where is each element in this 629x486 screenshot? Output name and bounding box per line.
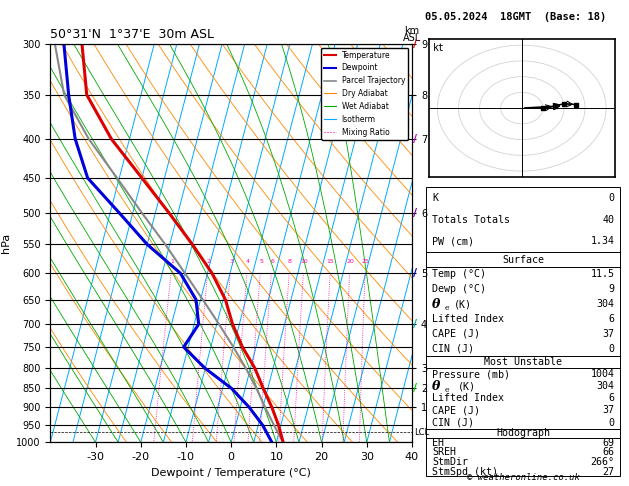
Legend: Temperature, Dewpoint, Parcel Trajectory, Dry Adiabat, Wet Adiabat, Isotherm, Mi: Temperature, Dewpoint, Parcel Trajectory… [321, 48, 408, 139]
X-axis label: Dewpoint / Temperature (°C): Dewpoint / Temperature (°C) [151, 468, 311, 478]
Text: km: km [404, 26, 420, 36]
Text: 4: 4 [246, 260, 250, 264]
Text: Lifted Index: Lifted Index [432, 394, 504, 403]
Text: © weatheronline.co.uk: © weatheronline.co.uk [467, 473, 580, 482]
Text: 1.34: 1.34 [591, 236, 615, 246]
Text: 66: 66 [603, 448, 615, 457]
Text: /: / [413, 383, 417, 394]
Text: 0: 0 [608, 344, 615, 354]
Text: 69: 69 [603, 438, 615, 448]
Text: 3: 3 [230, 260, 233, 264]
Text: SREH: SREH [432, 448, 456, 457]
Text: 266°: 266° [591, 457, 615, 467]
Text: 10: 10 [300, 260, 308, 264]
Text: /: / [413, 319, 417, 329]
Text: 5: 5 [259, 260, 263, 264]
Text: Dewp (°C): Dewp (°C) [432, 284, 486, 295]
Text: 40: 40 [603, 215, 615, 225]
Text: 27: 27 [603, 467, 615, 476]
Text: Surface: Surface [503, 255, 544, 264]
Text: Hodograph: Hodograph [496, 428, 550, 438]
Text: 304: 304 [596, 299, 615, 309]
Text: /: / [413, 39, 417, 49]
Text: Pressure (mb): Pressure (mb) [432, 369, 510, 380]
Text: Temp (°C): Temp (°C) [432, 269, 486, 279]
Text: (K): (K) [457, 382, 476, 391]
Text: 11.5: 11.5 [591, 269, 615, 279]
Y-axis label: hPa: hPa [1, 233, 11, 253]
Text: Lifted Index: Lifted Index [432, 314, 504, 324]
Text: 15: 15 [327, 260, 335, 264]
Text: θ: θ [432, 298, 441, 311]
Text: θ: θ [432, 380, 441, 393]
Text: 50°31'N  1°37'E  30m ASL: 50°31'N 1°37'E 30m ASL [50, 28, 214, 41]
Text: 37: 37 [603, 405, 615, 416]
Text: kt: kt [433, 43, 445, 53]
Text: CAPE (J): CAPE (J) [432, 329, 481, 339]
Text: 25: 25 [362, 260, 369, 264]
Text: PW (cm): PW (cm) [432, 236, 474, 246]
Text: /: / [413, 268, 417, 278]
Text: 2: 2 [207, 260, 211, 264]
Text: 304: 304 [596, 382, 615, 391]
Text: 37: 37 [603, 329, 615, 339]
Text: e: e [445, 304, 449, 312]
Text: /: / [413, 208, 417, 218]
Text: /: / [413, 134, 417, 144]
Text: CAPE (J): CAPE (J) [432, 405, 481, 416]
Text: CIN (J): CIN (J) [432, 417, 474, 428]
Text: 0: 0 [608, 417, 615, 428]
Text: (K): (K) [454, 299, 472, 309]
Text: 0: 0 [608, 193, 615, 203]
Text: 6: 6 [270, 260, 274, 264]
Text: Totals Totals: Totals Totals [432, 215, 510, 225]
Text: 20: 20 [346, 260, 354, 264]
Text: LCL: LCL [414, 428, 429, 437]
Text: StmSpd (kt): StmSpd (kt) [432, 467, 498, 476]
Text: 6: 6 [608, 314, 615, 324]
Text: ASL: ASL [403, 33, 421, 43]
Text: K: K [432, 193, 438, 203]
Text: 1004: 1004 [591, 369, 615, 380]
Text: CIN (J): CIN (J) [432, 344, 474, 354]
Text: 1: 1 [170, 260, 174, 264]
Text: StmDir: StmDir [432, 457, 468, 467]
Text: Most Unstable: Most Unstable [484, 357, 562, 367]
Text: 8: 8 [288, 260, 292, 264]
Text: e: e [445, 386, 449, 394]
Text: EH: EH [432, 438, 444, 448]
Text: 9: 9 [608, 284, 615, 295]
Text: 05.05.2024  18GMT  (Base: 18): 05.05.2024 18GMT (Base: 18) [425, 12, 606, 22]
Text: 6: 6 [608, 394, 615, 403]
